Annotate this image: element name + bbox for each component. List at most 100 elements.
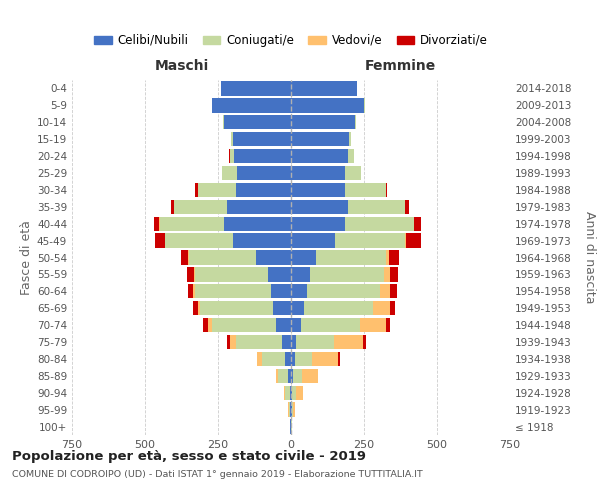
Bar <box>194 267 268 281</box>
Bar <box>233 234 291 248</box>
Bar <box>233 132 291 146</box>
Bar <box>380 284 390 298</box>
Bar <box>345 182 386 197</box>
Bar <box>271 284 291 298</box>
Bar <box>334 335 364 349</box>
Bar <box>295 352 312 366</box>
Bar <box>221 82 291 96</box>
Bar <box>236 335 282 349</box>
Bar <box>193 284 194 298</box>
Bar <box>197 182 236 197</box>
Bar <box>212 98 291 112</box>
Bar <box>275 368 278 383</box>
Bar <box>236 182 291 197</box>
Bar <box>237 166 291 180</box>
Bar <box>405 234 406 248</box>
Bar <box>197 301 200 316</box>
Bar <box>282 335 291 349</box>
Bar <box>288 368 291 383</box>
Bar <box>160 216 224 231</box>
Bar <box>291 335 296 349</box>
Bar <box>203 318 208 332</box>
Bar <box>292 386 296 400</box>
Bar <box>262 352 285 366</box>
Text: COMUNE DI CODROIPO (UD) - Dati ISTAT 1° gennaio 2019 - Elaborazione TUTTITALIA.I: COMUNE DI CODROIPO (UD) - Dati ISTAT 1° … <box>12 470 423 479</box>
Bar <box>291 301 304 316</box>
Bar <box>154 216 160 231</box>
Bar <box>302 368 317 383</box>
Legend: Celibi/Nubili, Coniugati/e, Vedovi/e, Divorziati/e: Celibi/Nubili, Coniugati/e, Vedovi/e, Di… <box>89 29 493 52</box>
Bar <box>291 98 364 112</box>
Bar <box>181 250 188 264</box>
Bar <box>212 318 277 332</box>
Bar <box>385 267 389 281</box>
Bar <box>227 335 230 349</box>
Bar <box>291 216 345 231</box>
Bar <box>257 352 262 366</box>
Bar <box>291 149 348 164</box>
Bar <box>301 318 359 332</box>
Bar <box>304 301 373 316</box>
Text: Popolazione per età, sesso e stato civile - 2019: Popolazione per età, sesso e stato civil… <box>12 450 366 463</box>
Text: Femmine: Femmine <box>365 59 436 73</box>
Bar <box>224 115 291 130</box>
Bar <box>230 149 234 164</box>
Bar <box>307 284 380 298</box>
Bar <box>170 200 174 214</box>
Y-axis label: Anni di nascita: Anni di nascita <box>583 211 596 304</box>
Bar <box>316 250 386 264</box>
Bar <box>291 352 295 366</box>
Bar <box>291 250 316 264</box>
Bar <box>234 149 291 164</box>
Bar <box>335 234 405 248</box>
Bar <box>348 200 405 214</box>
Bar <box>291 200 348 214</box>
Bar <box>386 250 389 264</box>
Bar <box>291 82 356 96</box>
Bar <box>390 284 397 298</box>
Bar <box>293 402 295 417</box>
Bar <box>345 166 361 180</box>
Bar <box>224 216 291 231</box>
Bar <box>188 284 193 298</box>
Bar <box>348 149 354 164</box>
Bar <box>284 386 285 400</box>
Bar <box>386 182 388 197</box>
Bar <box>291 166 345 180</box>
Bar <box>291 318 301 332</box>
Bar <box>193 301 197 316</box>
Bar <box>389 267 398 281</box>
Bar <box>296 386 303 400</box>
Bar <box>291 132 349 146</box>
Bar <box>310 267 385 281</box>
Bar <box>285 352 291 366</box>
Bar <box>338 352 340 366</box>
Bar <box>227 200 291 214</box>
Bar <box>291 368 293 383</box>
Bar <box>200 301 274 316</box>
Bar <box>405 200 409 214</box>
Bar <box>187 267 194 281</box>
Bar <box>291 115 355 130</box>
Bar <box>189 250 256 264</box>
Bar <box>291 267 310 281</box>
Bar <box>292 402 293 417</box>
Bar <box>231 132 233 146</box>
Bar <box>155 234 165 248</box>
Bar <box>268 267 291 281</box>
Bar <box>414 216 421 231</box>
Bar <box>386 318 390 332</box>
Bar <box>195 182 197 197</box>
Bar <box>291 234 335 248</box>
Bar <box>349 132 351 146</box>
Bar <box>312 352 338 366</box>
Bar <box>166 234 233 248</box>
Text: Maschi: Maschi <box>154 59 209 73</box>
Bar <box>296 335 334 349</box>
Bar <box>256 250 291 264</box>
Bar <box>277 318 291 332</box>
Bar <box>291 386 292 400</box>
Bar <box>345 216 413 231</box>
Bar <box>289 402 290 417</box>
Bar <box>278 368 288 383</box>
